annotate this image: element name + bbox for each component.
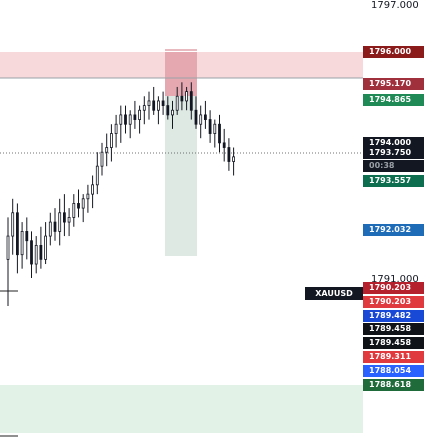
candle-body — [213, 123, 217, 134]
candle-body — [222, 142, 226, 148]
candle-body — [6, 235, 10, 260]
candle-body — [58, 212, 62, 232]
candle-body — [44, 235, 47, 260]
price-label: 1793.750 — [363, 147, 424, 159]
candle-body — [194, 109, 198, 125]
candle-body — [67, 217, 71, 223]
candle-body — [180, 95, 184, 102]
candle-body — [110, 133, 113, 148]
candle-body — [63, 212, 66, 223]
price-label: 1789.482 — [363, 310, 424, 322]
price-label: 1788.054 — [363, 365, 424, 377]
candle-body — [156, 100, 160, 111]
candle-body — [128, 114, 132, 125]
candle-body — [11, 212, 15, 237]
price-label: 1794.000 — [363, 137, 424, 149]
candle-body — [15, 212, 19, 256]
highlight-green — [165, 96, 197, 256]
price-label: 1789.458 — [363, 337, 424, 349]
price-label: 1796.000 — [363, 46, 424, 58]
candle-body — [199, 114, 203, 125]
candle-body — [72, 203, 76, 218]
candle-body — [208, 119, 212, 134]
candle-body — [166, 105, 170, 116]
candle-body — [142, 105, 146, 111]
candle-body — [232, 156, 236, 162]
candle-body — [25, 231, 29, 242]
candle-body — [133, 114, 137, 120]
candle-body — [34, 244, 38, 265]
price-axis-top: 1797.000 — [371, 0, 419, 11]
candle-body — [48, 221, 52, 237]
price-label: 1790.203 — [363, 296, 424, 308]
price-label: 1789.311 — [363, 351, 424, 363]
candle-body — [138, 109, 142, 120]
candle-body — [147, 100, 151, 106]
candle-body — [171, 109, 174, 116]
candle-body — [86, 193, 90, 200]
candle-body — [161, 100, 165, 106]
price-axis-mid: 1791.000 — [371, 274, 419, 285]
price-label: 00:38 — [363, 160, 424, 172]
candle-body — [203, 114, 207, 120]
price-label: 1795.170 — [363, 78, 424, 90]
price-label: 1793.557 — [363, 175, 424, 187]
candle-body — [124, 114, 127, 125]
candle-body — [114, 123, 118, 134]
buy-zone — [0, 385, 363, 433]
candle-body — [175, 95, 179, 111]
price-label: 1792.032 — [363, 224, 424, 236]
candle-body — [189, 91, 193, 111]
candle-body — [30, 240, 33, 265]
candle-body — [152, 100, 156, 111]
candle-body — [185, 91, 189, 102]
price-label: 1789.458 — [363, 323, 424, 335]
candle-body — [95, 165, 99, 186]
candle-body — [53, 221, 57, 232]
candle-body — [20, 231, 24, 256]
candle-body — [39, 244, 43, 260]
candle-body — [227, 147, 231, 162]
price-label: 1788.618 — [363, 379, 424, 391]
candle-body — [100, 151, 104, 167]
symbol-label: XAUUSD — [305, 287, 363, 300]
candle-body — [91, 184, 94, 195]
candle-body — [105, 147, 109, 153]
candle-body — [119, 114, 123, 125]
candle-body — [77, 203, 80, 209]
highlight-red — [165, 52, 197, 96]
candle-body — [81, 198, 85, 209]
candle-body — [218, 123, 221, 144]
price-label: 1794.865 — [363, 94, 424, 106]
price-label: 1790.203 — [363, 282, 424, 294]
